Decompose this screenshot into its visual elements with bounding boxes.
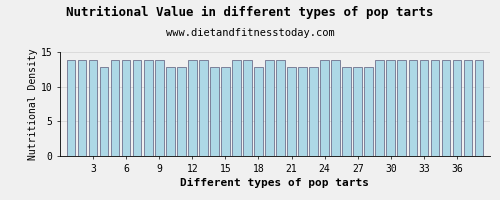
Text: Nutritional Value in different types of pop tarts: Nutritional Value in different types of … bbox=[66, 6, 434, 19]
Bar bbox=[166, 67, 174, 156]
Bar bbox=[320, 60, 329, 156]
Bar bbox=[122, 60, 130, 156]
Bar bbox=[464, 60, 472, 156]
Bar bbox=[442, 60, 450, 156]
Bar bbox=[89, 60, 98, 156]
Bar bbox=[133, 60, 141, 156]
Bar bbox=[310, 67, 318, 156]
Bar bbox=[276, 60, 285, 156]
Bar bbox=[420, 60, 428, 156]
Bar bbox=[254, 67, 263, 156]
Text: www.dietandfitnesstoday.com: www.dietandfitnesstoday.com bbox=[166, 28, 334, 38]
Bar bbox=[342, 67, 351, 156]
Bar bbox=[232, 60, 240, 156]
X-axis label: Different types of pop tarts: Different types of pop tarts bbox=[180, 178, 370, 188]
Bar bbox=[452, 60, 461, 156]
Bar bbox=[398, 60, 406, 156]
Bar bbox=[364, 67, 373, 156]
Bar bbox=[408, 60, 417, 156]
Bar bbox=[376, 60, 384, 156]
Bar bbox=[111, 60, 120, 156]
Bar bbox=[243, 60, 252, 156]
Bar bbox=[155, 60, 164, 156]
Bar bbox=[354, 67, 362, 156]
Bar bbox=[430, 60, 439, 156]
Bar bbox=[66, 60, 76, 156]
Bar bbox=[210, 67, 218, 156]
Bar bbox=[265, 60, 274, 156]
Bar bbox=[78, 60, 86, 156]
Bar bbox=[298, 67, 307, 156]
Bar bbox=[474, 60, 484, 156]
Bar bbox=[144, 60, 152, 156]
Y-axis label: Nutritional Density: Nutritional Density bbox=[28, 48, 38, 160]
Bar bbox=[177, 67, 186, 156]
Bar bbox=[100, 67, 108, 156]
Bar bbox=[199, 60, 207, 156]
Bar bbox=[188, 60, 196, 156]
Bar bbox=[386, 60, 395, 156]
Bar bbox=[221, 67, 230, 156]
Bar bbox=[287, 67, 296, 156]
Bar bbox=[332, 60, 340, 156]
